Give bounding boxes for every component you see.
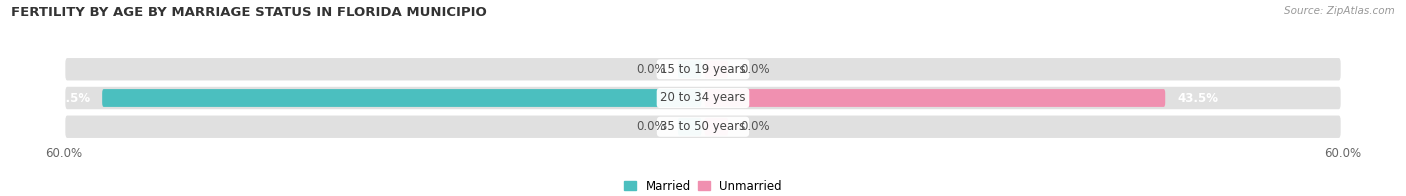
FancyBboxPatch shape bbox=[65, 115, 1341, 138]
Text: 0.0%: 0.0% bbox=[741, 120, 770, 133]
Text: 43.5%: 43.5% bbox=[1177, 92, 1219, 104]
Text: 0.0%: 0.0% bbox=[636, 120, 665, 133]
Text: 20 to 34 years: 20 to 34 years bbox=[661, 92, 745, 104]
FancyBboxPatch shape bbox=[704, 118, 728, 136]
Legend: Married, Unmarried: Married, Unmarried bbox=[620, 175, 786, 196]
Text: 0.0%: 0.0% bbox=[636, 63, 665, 76]
FancyBboxPatch shape bbox=[103, 89, 702, 107]
Text: Source: ZipAtlas.com: Source: ZipAtlas.com bbox=[1284, 6, 1395, 16]
FancyBboxPatch shape bbox=[65, 58, 1341, 81]
FancyBboxPatch shape bbox=[678, 60, 702, 78]
Text: 15 to 19 years: 15 to 19 years bbox=[661, 63, 745, 76]
Text: FERTILITY BY AGE BY MARRIAGE STATUS IN FLORIDA MUNICIPIO: FERTILITY BY AGE BY MARRIAGE STATUS IN F… bbox=[11, 6, 486, 19]
FancyBboxPatch shape bbox=[678, 118, 702, 136]
FancyBboxPatch shape bbox=[704, 89, 1166, 107]
Text: 56.5%: 56.5% bbox=[49, 92, 90, 104]
Text: 0.0%: 0.0% bbox=[741, 63, 770, 76]
FancyBboxPatch shape bbox=[704, 60, 728, 78]
FancyBboxPatch shape bbox=[65, 87, 1341, 109]
Text: 35 to 50 years: 35 to 50 years bbox=[661, 120, 745, 133]
